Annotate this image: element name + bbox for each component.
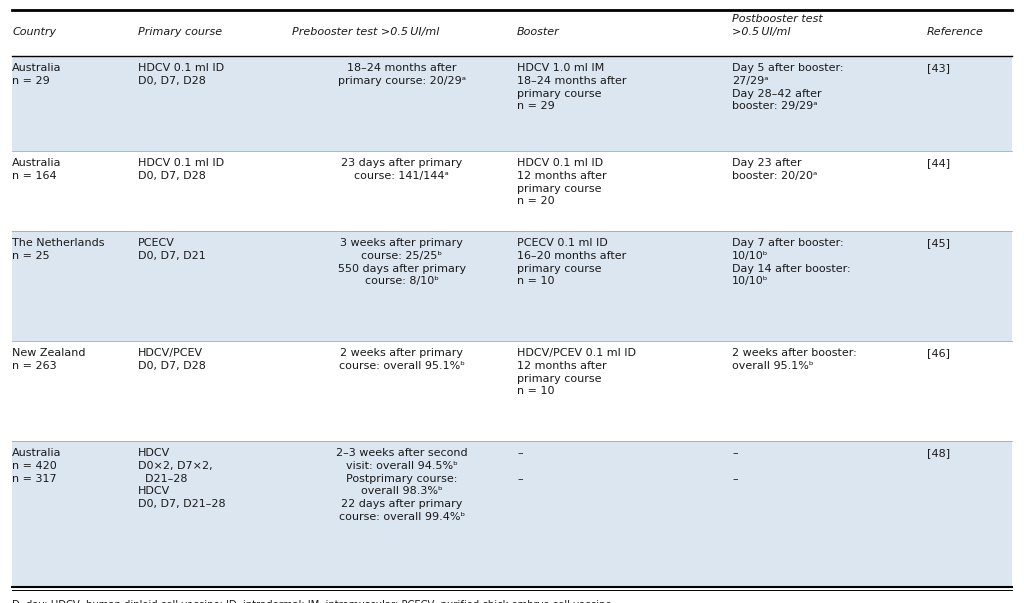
Text: Australia
n = 29: Australia n = 29 bbox=[12, 63, 61, 86]
Bar bbox=[12, 56, 1012, 151]
Text: HDCV/PCEV
D0, D7, D28: HDCV/PCEV D0, D7, D28 bbox=[138, 348, 206, 371]
Text: Country: Country bbox=[12, 27, 56, 37]
Text: Primary course: Primary course bbox=[138, 27, 222, 37]
Text: The Netherlands
n = 25: The Netherlands n = 25 bbox=[12, 238, 104, 261]
Text: HDCV 1.0 ml IM
18–24 months after
primary course
n = 29: HDCV 1.0 ml IM 18–24 months after primar… bbox=[517, 63, 627, 112]
Text: PCECV
D0, D7, D21: PCECV D0, D7, D21 bbox=[138, 238, 206, 261]
Text: HDCV
D0×2, D7×2,
  D21–28
HDCV
D0, D7, D21–28: HDCV D0×2, D7×2, D21–28 HDCV D0, D7, D21… bbox=[138, 448, 226, 509]
Text: Australia
n = 420
n = 317: Australia n = 420 n = 317 bbox=[12, 448, 61, 484]
Text: 2–3 weeks after second
visit: overall 94.5%ᵇ
Postprimary course:
overall 98.3%ᵇ
: 2–3 weeks after second visit: overall 94… bbox=[336, 448, 468, 522]
Text: HDCV 0.1 ml ID
12 months after
primary course
n = 20: HDCV 0.1 ml ID 12 months after primary c… bbox=[517, 158, 607, 206]
Text: –

–: – – bbox=[517, 448, 522, 484]
Text: 2 weeks after booster:
overall 95.1%ᵇ: 2 weeks after booster: overall 95.1%ᵇ bbox=[732, 348, 857, 371]
Bar bbox=[12, 441, 1012, 586]
Text: Day 23 after
booster: 20/20ᵃ: Day 23 after booster: 20/20ᵃ bbox=[732, 158, 817, 181]
Bar bbox=[12, 231, 1012, 341]
Text: 18–24 months after
primary course: 20/29ᵃ: 18–24 months after primary course: 20/29… bbox=[338, 63, 466, 86]
Text: Reference: Reference bbox=[927, 27, 984, 37]
Text: HDCV 0.1 ml ID
D0, D7, D28: HDCV 0.1 ml ID D0, D7, D28 bbox=[138, 63, 224, 86]
Text: 2 weeks after primary
course: overall 95.1%ᵇ: 2 weeks after primary course: overall 95… bbox=[339, 348, 465, 371]
Text: HDCV/PCEV 0.1 ml ID
12 months after
primary course
n = 10: HDCV/PCEV 0.1 ml ID 12 months after prim… bbox=[517, 348, 636, 396]
Text: PCECV 0.1 ml ID
16–20 months after
primary course
n = 10: PCECV 0.1 ml ID 16–20 months after prima… bbox=[517, 238, 627, 286]
Text: Day 7 after booster:
10/10ᵇ
Day 14 after booster:
10/10ᵇ: Day 7 after booster: 10/10ᵇ Day 14 after… bbox=[732, 238, 851, 286]
Text: Booster: Booster bbox=[517, 27, 560, 37]
Text: 23 days after primary
course: 141/144ᵃ: 23 days after primary course: 141/144ᵃ bbox=[341, 158, 463, 181]
Text: HDCV 0.1 ml ID
D0, D7, D28: HDCV 0.1 ml ID D0, D7, D28 bbox=[138, 158, 224, 181]
Text: >0.5 UI/ml: >0.5 UI/ml bbox=[732, 27, 791, 37]
Text: [48]: [48] bbox=[927, 448, 950, 458]
Text: –

–: – – bbox=[732, 448, 737, 484]
Text: 3 weeks after primary
course: 25/25ᵇ
550 days after primary
course: 8/10ᵇ: 3 weeks after primary course: 25/25ᵇ 550… bbox=[338, 238, 466, 286]
Text: Prebooster test >0.5 UI/ml: Prebooster test >0.5 UI/ml bbox=[292, 27, 439, 37]
Text: Australia
n = 164: Australia n = 164 bbox=[12, 158, 61, 181]
Text: Postbooster test: Postbooster test bbox=[732, 14, 823, 24]
Text: [43]: [43] bbox=[927, 63, 949, 73]
Text: [45]: [45] bbox=[927, 238, 949, 248]
Text: New Zealand
n = 263: New Zealand n = 263 bbox=[12, 348, 86, 371]
Text: D, day; HDCV, human diploid cell vaccine; ID, intradermal; IM, intramuscular; PC: D, day; HDCV, human diploid cell vaccine… bbox=[12, 600, 614, 603]
Text: [44]: [44] bbox=[927, 158, 950, 168]
Text: [46]: [46] bbox=[927, 348, 949, 358]
Text: Day 5 after booster:
27/29ᵃ
Day 28–42 after
booster: 29/29ᵃ: Day 5 after booster: 27/29ᵃ Day 28–42 af… bbox=[732, 63, 844, 112]
